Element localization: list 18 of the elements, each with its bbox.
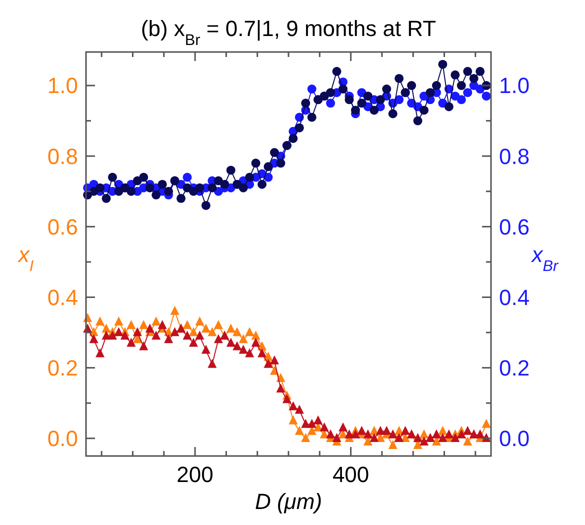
y-tick-label: 0.6 — [47, 214, 78, 240]
y-tick-label: 0.2 — [47, 355, 78, 380]
y2-tick-label: 0.2 — [499, 355, 530, 380]
y-tick-label: 0.8 — [47, 144, 78, 169]
x-tick-label: 200 — [176, 462, 214, 487]
y-axis-title: x$_{I}$ — [17, 242, 34, 274]
y-tick-label: 0.0 — [47, 426, 78, 452]
x-tick-label: 400 — [332, 462, 370, 487]
y-tick-label: 0.4 — [47, 284, 78, 310]
y-tick-label: 1.0 — [47, 73, 78, 98]
y2-tick-label: 0.4 — [499, 284, 530, 310]
y2-tick-label: 0.8 — [499, 144, 530, 169]
y2-tick-label: 0.6 — [499, 214, 530, 240]
x-axis-title: D (μm) — [254, 489, 322, 514]
y2-tick-label: 1.0 — [499, 73, 530, 98]
chart-title: (b) x$_{Br}$ = 0.7|1, 9 months at RT — [140, 16, 436, 48]
y2-axis-title: x$_{Br}$ — [530, 242, 560, 274]
y2-tick-label: 0.0 — [499, 426, 530, 452]
